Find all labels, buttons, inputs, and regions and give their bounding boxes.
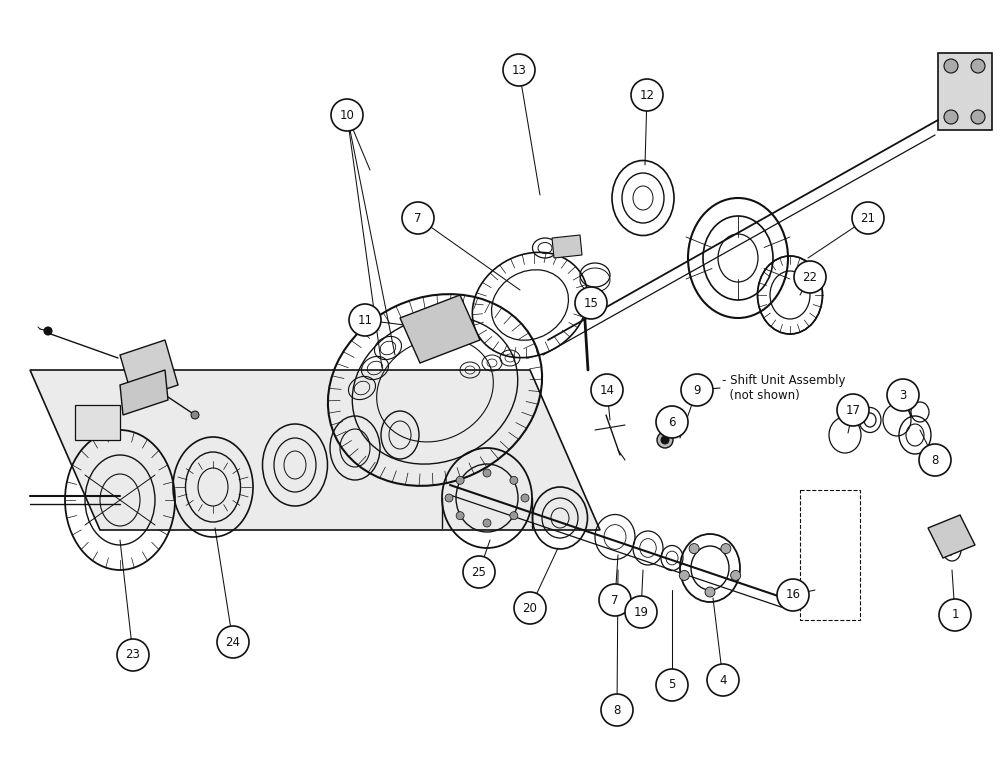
Text: 19: 19 — [634, 606, 648, 619]
Circle shape — [944, 59, 958, 73]
Circle shape — [656, 669, 688, 701]
Circle shape — [44, 327, 52, 335]
Circle shape — [679, 571, 689, 581]
Text: 8: 8 — [931, 454, 939, 467]
Text: 5: 5 — [668, 678, 676, 691]
Circle shape — [601, 694, 633, 726]
Circle shape — [456, 512, 464, 520]
Text: 7: 7 — [611, 594, 619, 607]
Polygon shape — [400, 295, 480, 363]
Circle shape — [483, 519, 491, 527]
Circle shape — [580, 301, 588, 309]
Circle shape — [402, 202, 434, 234]
Circle shape — [944, 110, 958, 124]
Circle shape — [217, 626, 249, 658]
Text: 22: 22 — [802, 270, 818, 283]
Circle shape — [514, 592, 546, 624]
Text: 24: 24 — [226, 636, 241, 649]
Circle shape — [794, 261, 826, 293]
Circle shape — [707, 664, 739, 696]
Circle shape — [971, 59, 985, 73]
Circle shape — [731, 571, 741, 581]
Circle shape — [510, 512, 518, 520]
Text: 3: 3 — [899, 389, 907, 402]
Circle shape — [705, 587, 715, 597]
Circle shape — [837, 394, 869, 426]
Circle shape — [689, 543, 699, 554]
Circle shape — [625, 596, 657, 628]
Circle shape — [657, 432, 673, 448]
Circle shape — [445, 494, 453, 502]
Polygon shape — [938, 53, 992, 130]
Text: 21: 21 — [860, 212, 876, 225]
Text: 16: 16 — [786, 588, 800, 601]
Circle shape — [503, 54, 535, 86]
Polygon shape — [928, 515, 975, 558]
Text: 6: 6 — [668, 416, 676, 429]
Polygon shape — [120, 370, 168, 415]
Text: 25: 25 — [472, 565, 486, 578]
Polygon shape — [120, 340, 178, 400]
Circle shape — [117, 639, 149, 671]
Text: 1: 1 — [951, 608, 959, 621]
Text: 17: 17 — [846, 403, 860, 416]
Circle shape — [971, 110, 985, 124]
Polygon shape — [552, 235, 582, 258]
Circle shape — [852, 202, 884, 234]
Circle shape — [456, 476, 464, 484]
Circle shape — [631, 79, 663, 111]
Text: 13: 13 — [512, 63, 526, 76]
Circle shape — [191, 411, 199, 419]
Polygon shape — [75, 405, 120, 440]
Circle shape — [599, 584, 631, 616]
Text: 23: 23 — [126, 649, 140, 662]
Circle shape — [777, 579, 809, 611]
Text: - Shift Unit Assembly
  (not shown): - Shift Unit Assembly (not shown) — [722, 374, 846, 402]
Text: 4: 4 — [719, 674, 727, 687]
Circle shape — [331, 99, 363, 131]
Text: 20: 20 — [523, 601, 537, 614]
Text: 12: 12 — [640, 89, 654, 102]
Text: 9: 9 — [693, 384, 701, 397]
Circle shape — [463, 556, 495, 588]
Bar — [800, 490, 860, 620]
Text: 14: 14 — [600, 384, 614, 397]
Text: 15: 15 — [584, 296, 598, 309]
Text: 10: 10 — [340, 108, 354, 121]
Circle shape — [661, 436, 669, 444]
Circle shape — [575, 287, 607, 319]
Circle shape — [919, 444, 951, 476]
Circle shape — [483, 469, 491, 477]
Text: 11: 11 — [358, 313, 373, 326]
Circle shape — [349, 304, 381, 336]
Text: 8: 8 — [613, 704, 621, 717]
Circle shape — [591, 374, 623, 406]
Circle shape — [721, 543, 731, 554]
Circle shape — [521, 494, 529, 502]
Circle shape — [656, 406, 688, 438]
Text: 7: 7 — [414, 212, 422, 225]
Circle shape — [939, 599, 971, 631]
Polygon shape — [30, 370, 600, 530]
Circle shape — [887, 379, 919, 411]
Circle shape — [681, 374, 713, 406]
Circle shape — [510, 476, 518, 484]
